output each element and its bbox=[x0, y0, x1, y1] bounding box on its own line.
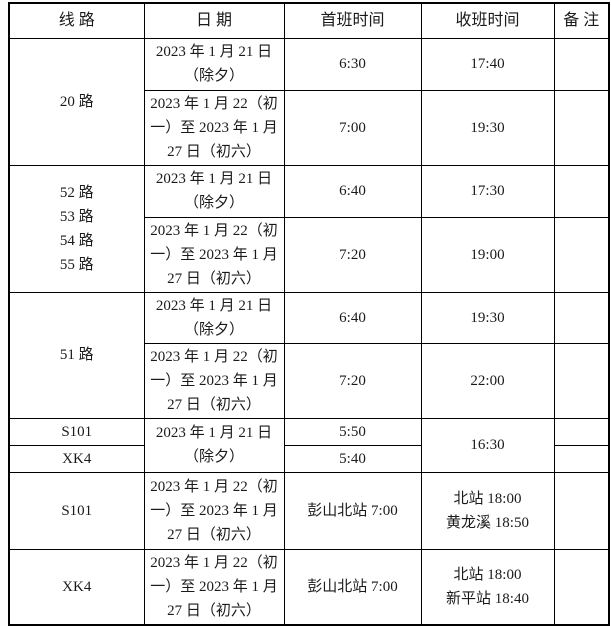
last-bus-time-cell: 北站 18:00 黄龙溪 18:50 bbox=[420, 471, 555, 550]
date-cell: 2023 年 1 月 21 日 （除夕） bbox=[143, 291, 285, 344]
route-cell: 52 路 53 路 54 路 55 路 bbox=[8, 164, 145, 293]
bus-schedule-table: 线 路 日 期 首班时间 收班时间 备 注 20 路 2023 年 1 月 21… bbox=[8, 2, 610, 626]
first-bus-time-cell: 7:00 bbox=[283, 89, 422, 166]
last-bus-time-cell: 19:30 bbox=[420, 291, 555, 344]
first-bus-time-cell: 彭山北站 7:00 bbox=[283, 548, 422, 625]
column-header-last-bus: 收班时间 bbox=[420, 2, 555, 39]
table-row: S101 2023 年 1 月 21 日 （除夕） 5:50 16:30 bbox=[8, 417, 610, 473]
first-bus-time-cell: 5:40 bbox=[283, 444, 422, 473]
last-bus-time-cell: 22:00 bbox=[420, 342, 555, 419]
first-bus-time-cell: 5:50 bbox=[283, 417, 422, 446]
first-bus-time-cell: 7:20 bbox=[283, 216, 422, 293]
date-cell: 2023 年 1 月 22（初 一）至 2023 年 1 月 27 日（初六） bbox=[143, 342, 285, 419]
table-row: S101 2023 年 1 月 22（初 一）至 2023 年 1 月 27 日… bbox=[8, 471, 610, 550]
last-bus-time-cell: 17:40 bbox=[420, 37, 555, 91]
table-row: XK4 5:40 bbox=[8, 444, 610, 473]
last-bus-time-cell: 19:30 bbox=[420, 89, 555, 166]
remark-cell bbox=[553, 37, 610, 91]
column-header-remark: 备 注 bbox=[553, 2, 610, 39]
date-cell: 2023 年 1 月 22（初 一）至 2023 年 1 月 27 日（初六） bbox=[143, 216, 285, 293]
page: 线 路 日 期 首班时间 收班时间 备 注 20 路 2023 年 1 月 21… bbox=[8, 2, 610, 626]
first-bus-time-cell: 6:40 bbox=[283, 164, 422, 218]
column-header-date: 日 期 bbox=[143, 2, 285, 39]
route-cell: 51 路 bbox=[8, 291, 145, 419]
first-bus-time-cell: 7:20 bbox=[283, 342, 422, 419]
route-cell: S101 bbox=[8, 471, 145, 550]
first-bus-time-cell: 6:30 bbox=[283, 37, 422, 91]
column-header-route: 线 路 bbox=[8, 2, 145, 39]
last-bus-time-cell: 17:30 bbox=[420, 164, 555, 218]
table-row: 20 路 2023 年 1 月 21 日 （除夕） 6:30 17:40 bbox=[8, 37, 610, 166]
remark-cell bbox=[553, 417, 610, 446]
remark-cell bbox=[553, 444, 610, 473]
last-bus-time-cell: 北站 18:00 新平站 18:40 bbox=[420, 548, 555, 625]
first-bus-time-cell: 彭山北站 7:00 bbox=[283, 471, 422, 550]
route-cell: S101 bbox=[8, 417, 145, 446]
route-cell: XK4 bbox=[8, 444, 145, 473]
date-cell: 2023 年 1 月 22（初 一）至 2023 年 1 月 27 日（初六） bbox=[143, 471, 285, 550]
table-row: 2023 年 1 月 22（初 一）至 2023 年 1 月 27 日（初六） … bbox=[9, 89, 610, 166]
remark-cell bbox=[553, 216, 610, 293]
remark-cell bbox=[553, 164, 610, 218]
last-bus-time-cell: 16:30 bbox=[420, 417, 555, 473]
date-cell: 2023 年 1 月 22（初 一）至 2023 年 1 月 27 日（初六） bbox=[143, 548, 285, 625]
last-bus-time-cell: 19:00 bbox=[420, 216, 555, 293]
route-cell: XK4 bbox=[8, 548, 145, 625]
remark-cell bbox=[553, 89, 610, 166]
remark-cell bbox=[553, 471, 610, 550]
date-cell: 2023 年 1 月 21 日 （除夕） bbox=[143, 417, 285, 473]
table-row: 52 路 53 路 54 路 55 路 2023 年 1 月 21 日 （除夕）… bbox=[8, 164, 610, 293]
remark-cell bbox=[553, 291, 610, 344]
date-cell: 2023 年 1 月 22（初 一）至 2023 年 1 月 27 日（初六） bbox=[143, 89, 285, 166]
date-cell: 2023 年 1 月 21 日 （除夕） bbox=[143, 164, 285, 218]
date-cell: 2023 年 1 月 21 日 （除夕） bbox=[143, 37, 285, 91]
table-row: XK4 2023 年 1 月 22（初 一）至 2023 年 1 月 27 日（… bbox=[8, 548, 610, 625]
column-header-first-bus: 首班时间 bbox=[283, 2, 422, 39]
table-row: 2023 年 1 月 22（初 一）至 2023 年 1 月 27 日（初六） … bbox=[9, 342, 610, 419]
header-row: 线 路 日 期 首班时间 收班时间 备 注 bbox=[8, 2, 610, 39]
remark-cell bbox=[553, 342, 610, 419]
table-row: 51 路 2023 年 1 月 21 日 （除夕） 6:40 19:30 bbox=[8, 291, 610, 419]
route-cell: 20 路 bbox=[8, 37, 145, 166]
remark-cell bbox=[553, 548, 610, 625]
first-bus-time-cell: 6:40 bbox=[283, 291, 422, 344]
